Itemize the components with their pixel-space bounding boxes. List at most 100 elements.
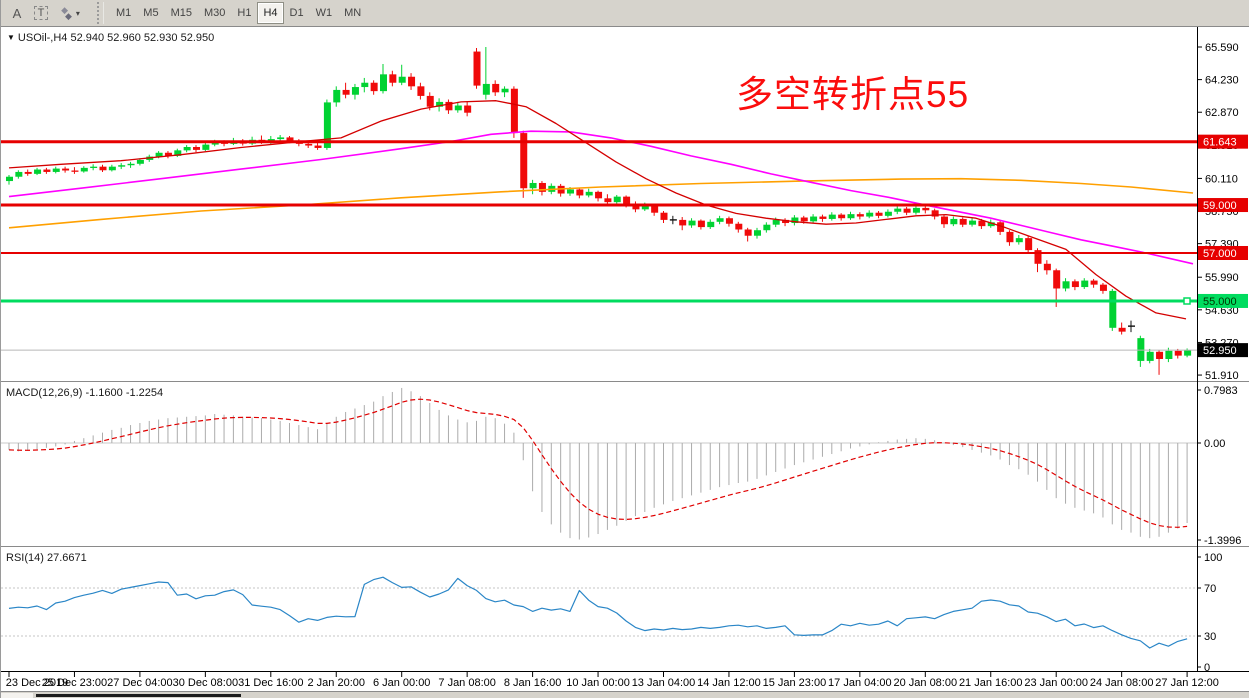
candle-body — [62, 168, 70, 171]
candle-body — [613, 196, 621, 203]
candle-body — [866, 212, 874, 217]
candle-body — [1034, 250, 1042, 264]
macd-indicator-label: MACD(12,26,9) -1.1600 -1.2254 — [6, 387, 164, 399]
candle-body — [1146, 351, 1154, 361]
time-axis-label: 27 Jan 12:00 — [1155, 677, 1219, 689]
time-axis-label: 21 Jan 16:00 — [959, 677, 1023, 689]
candle-body — [155, 152, 163, 157]
timeframe-toolbar: M1 M5 M15 M30 H1 H4 D1 W1 MN — [110, 2, 367, 24]
time-axis-label: 8 Jan 16:00 — [504, 677, 562, 689]
toolbar-grip[interactable] — [97, 2, 104, 24]
candle-body — [1053, 270, 1061, 289]
shapes-tool-button[interactable]: ◆ ◆ ▾ — [53, 2, 87, 24]
candle-body — [314, 145, 322, 148]
candle-body — [6, 176, 13, 182]
time-axis-label: 30 Dec 08:00 — [173, 677, 238, 689]
axis-label: 52.950 — [1203, 345, 1237, 357]
ma-slow-orange-line — [8, 177, 1194, 229]
time-axis-label: 2 Jan 20:00 — [308, 677, 366, 689]
candle-body — [436, 101, 444, 107]
candle-body — [380, 74, 387, 92]
axis-label: 57.000 — [1203, 248, 1237, 260]
tf-button-M15[interactable]: M15 — [165, 2, 198, 24]
candle-body — [978, 220, 986, 227]
candle-body — [90, 166, 98, 168]
tf-button-H4[interactable]: H4 — [257, 2, 284, 24]
axis-label: 30 — [1204, 631, 1216, 643]
candles-layer — [6, 47, 1192, 375]
toolbar: A T ◆ ◆ ▾ M1 M5 M15 M30 H1 H4 D1 W1 MN — [1, 0, 1249, 27]
candle-body — [136, 159, 144, 164]
time-axis-label: 25 Dec 23:00 — [42, 677, 107, 689]
candle-body — [454, 105, 462, 111]
candle-body — [333, 89, 341, 103]
candle-body — [370, 82, 378, 92]
horizontal-lines — [1, 140, 1197, 351]
candle-body — [464, 105, 472, 113]
price-badge-61.643 — [1198, 134, 1248, 149]
candle-body — [1099, 284, 1107, 291]
candle-body — [361, 82, 369, 88]
candle-body — [959, 218, 967, 225]
axis-label: 65.590 — [1205, 42, 1239, 54]
tf-button-W1[interactable]: W1 — [310, 2, 339, 24]
candle-body — [127, 163, 135, 166]
scrollbar-home-segment — [1, 693, 33, 698]
candle-body — [567, 189, 574, 194]
axis-label: 70 — [1204, 583, 1216, 595]
candle-body — [1081, 280, 1089, 288]
chart-annotation-text: 多空转折点55 — [736, 74, 970, 115]
axis-label: 59.000 — [1203, 200, 1237, 212]
candle-body — [997, 222, 1005, 232]
candle-body — [1025, 238, 1033, 251]
candle-body — [800, 217, 808, 222]
time-axis-label: 13 Jan 04:00 — [632, 677, 696, 689]
time-axis-label: 23 Dec 2019 — [6, 677, 68, 689]
price-badge-55.000 — [1198, 293, 1248, 308]
candle-body — [520, 133, 528, 189]
candle-body — [1062, 281, 1070, 289]
axis-label: 0.00 — [1204, 438, 1225, 450]
candle-body — [688, 220, 696, 226]
text-label-tool-button[interactable]: T — [29, 2, 53, 24]
horizontal-scrollbar[interactable] — [1, 691, 1249, 698]
axis-label: 62.870 — [1205, 107, 1239, 119]
tf-button-D1[interactable]: D1 — [284, 2, 310, 24]
candle-body — [912, 207, 920, 213]
candle-body — [782, 219, 790, 224]
candle-body — [193, 147, 200, 150]
candle-body — [716, 218, 724, 222]
scrollbar-thumb[interactable] — [36, 694, 241, 697]
candle-body — [1137, 338, 1145, 361]
axis-label: 51.910 — [1205, 370, 1239, 382]
candle-body — [1043, 263, 1051, 271]
axis-label: -1.3996 — [1204, 535, 1241, 547]
tf-button-M30[interactable]: M30 — [198, 2, 231, 24]
candle-body — [604, 198, 612, 203]
font-tool-button[interactable]: A — [5, 2, 29, 24]
candle-body — [1184, 350, 1192, 356]
candle-body — [641, 205, 649, 210]
shapes-icon: ◆ — [61, 4, 68, 15]
price-axis[interactable]: 65.59064.23062.87061.51060.11058.75057.3… — [1197, 42, 1248, 674]
candle-body — [501, 88, 509, 93]
axis-label: 55.000 — [1203, 296, 1237, 308]
tf-button-H1[interactable]: H1 — [231, 2, 257, 24]
candle-body — [819, 216, 827, 219]
candle-body — [576, 189, 584, 196]
panel-borders — [1, 27, 1249, 672]
tf-button-M1[interactable]: M1 — [110, 2, 137, 24]
tf-button-M5[interactable]: M5 — [137, 2, 164, 24]
axis-label: 0 — [1204, 662, 1210, 674]
candle-body — [1006, 231, 1014, 243]
candle-body — [856, 214, 864, 217]
candle-body — [277, 137, 285, 140]
candle-body — [969, 220, 977, 225]
symbol-dropdown-icon[interactable]: ▼ — [7, 33, 15, 42]
candle-body — [108, 166, 116, 171]
ma-mid-magenta-line — [8, 130, 1194, 265]
tf-button-MN[interactable]: MN — [338, 2, 367, 24]
axis-label: 64.230 — [1205, 75, 1239, 87]
